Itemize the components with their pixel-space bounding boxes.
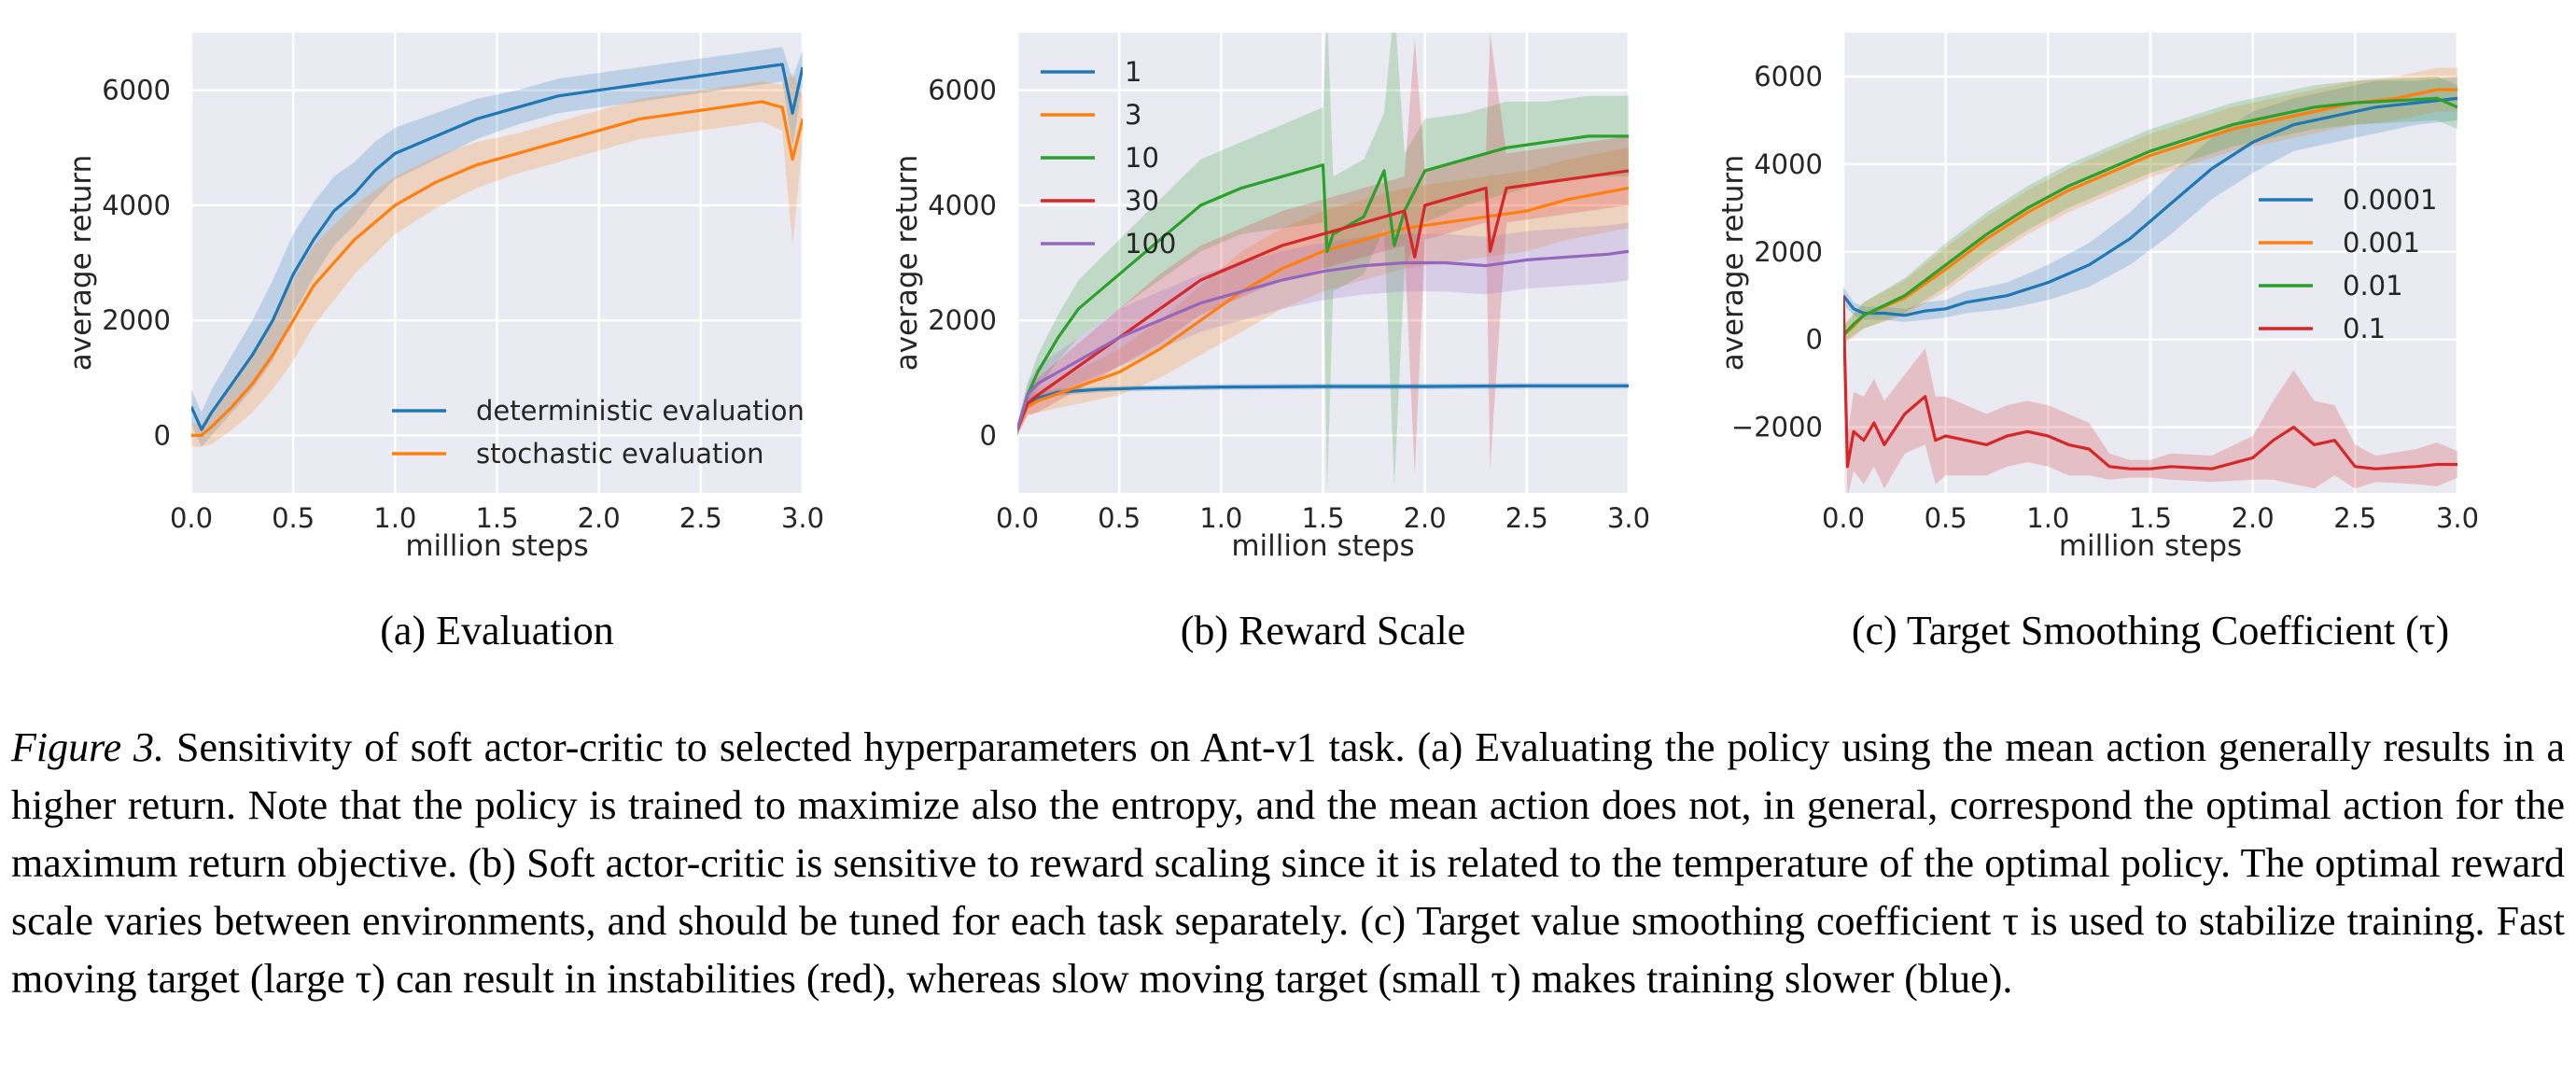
y-tick-label: 4000 — [102, 190, 171, 221]
series-line-0-1 — [1843, 295, 2457, 470]
y-tick-label: 0 — [980, 419, 997, 451]
series-line-100 — [1017, 249, 1629, 430]
legend: 0.0001 0.001 0.01 0.1 — [2259, 184, 2437, 344]
caption-text: Sensitivity of soft actor-critic to sele… — [11, 724, 2566, 1002]
figure-panels: 0.0 0.5 1.0 1.5 2.0 2.5 3.0 0 2000 4000 6000 millio… — [64, 33, 2479, 653]
legend-label: 0.001 — [2343, 227, 2420, 259]
legend: deterministic evaluation stochastic evalu… — [392, 395, 805, 470]
y-axis-label: average return — [1716, 155, 1750, 372]
legend-label: 10 — [1125, 142, 1159, 174]
legend-label: 3 — [1125, 99, 1141, 131]
legend-label: 1 — [1125, 56, 1141, 88]
y-tick-label: −2000 — [1731, 412, 1823, 443]
confidence-band-1 — [1017, 383, 1629, 436]
figure-label: Figure 3. — [11, 724, 165, 770]
figure-caption: Figure 3. Sensitivity of soft actor-crit… — [11, 719, 2565, 1008]
x-tick-label: 2.0 — [2232, 502, 2275, 534]
confidence-band-0-001 — [1843, 67, 2457, 344]
panel-c: 0.0 0.5 1.0 1.5 2.0 2.5 3.0 −2000 0 2000 4000 6000 m… — [1716, 33, 2479, 653]
legend-label: 100 — [1125, 228, 1176, 260]
x-tick-label: 2.0 — [1404, 502, 1447, 534]
series-layer — [191, 47, 803, 447]
confidence-band-0-01 — [1843, 77, 2457, 344]
series-line-10 — [1017, 134, 1629, 430]
y-tick-label: 2000 — [102, 304, 171, 336]
x-tick-label: 3.0 — [2436, 502, 2479, 534]
x-tick-label: 3.0 — [1607, 502, 1650, 534]
y-tick-label: 6000 — [928, 75, 997, 106]
y-tick-label: 6000 — [102, 75, 171, 106]
subfigure-caption: (a) Evaluation — [380, 608, 613, 653]
confidence-band-100 — [1017, 222, 1629, 436]
y-tick-label: 4000 — [928, 190, 997, 221]
x-tick-label: 2.5 — [679, 502, 722, 534]
legend-label: stochastic evaluation — [476, 438, 764, 470]
panel-b: 0.0 0.5 1.0 1.5 2.0 2.5 3.0 0 2000 4000 6000 millio… — [890, 33, 1650, 653]
y-tick-label: 4000 — [1754, 148, 1823, 180]
confidence-band-stochastic-evaluation — [191, 73, 803, 447]
x-tick-label: 2.5 — [1505, 502, 1548, 534]
confidence-band-30 — [1017, 33, 1629, 476]
subfigure-caption: (c) Target Smoothing Coefficient (τ) — [1852, 608, 2449, 653]
x-axis-label: million steps — [1231, 529, 1414, 563]
series-line-30 — [1017, 169, 1629, 430]
x-tick-label: 1.5 — [475, 502, 518, 534]
y-tick-label: 0 — [1806, 324, 1823, 356]
x-tick-label: 0.0 — [170, 502, 213, 534]
legend: 1 3 10 30 100 — [1041, 56, 1176, 260]
x-axis-label: million steps — [2059, 529, 2242, 563]
series-line-0-0001 — [1843, 96, 2457, 317]
x-tick-label: 0.0 — [1822, 502, 1865, 534]
y-tick-label: 6000 — [1754, 61, 1823, 92]
x-tick-label: 1.0 — [373, 502, 416, 534]
series-line-0-01 — [1843, 96, 2457, 337]
series-line-deterministic-evaluation — [191, 63, 803, 431]
series-line-1 — [1017, 384, 1629, 430]
x-tick-label: 2.0 — [578, 502, 621, 534]
legend-label: deterministic evaluation — [476, 395, 805, 427]
y-tick-label: 2000 — [928, 304, 997, 336]
confidence-band-deterministic-evaluation — [191, 47, 803, 447]
x-tick-label: 1.5 — [1301, 502, 1344, 534]
subfigure-caption: (b) Reward Scale — [1181, 608, 1465, 653]
x-tick-label: 3.0 — [781, 502, 824, 534]
panel-a: 0.0 0.5 1.0 1.5 2.0 2.5 3.0 0 2000 4000 6000 millio… — [64, 33, 824, 653]
legend-label: 0.01 — [2343, 270, 2403, 302]
y-axis-label: average return — [64, 155, 98, 372]
x-tick-label: 0.5 — [272, 502, 315, 534]
confidence-band-10 — [1017, 33, 1629, 493]
series-layer — [1017, 33, 1629, 493]
x-tick-label: 0.5 — [1098, 502, 1141, 534]
x-axis-label: million steps — [405, 529, 588, 563]
x-tick-label: 1.0 — [1199, 502, 1242, 534]
x-tick-label: 0.5 — [1925, 502, 1967, 534]
x-tick-label: 1.5 — [2129, 502, 2172, 534]
confidence-band-0-0001 — [1843, 77, 2457, 322]
x-tick-label: 0.0 — [996, 502, 1039, 534]
series-layer — [1843, 67, 2457, 493]
legend-label: 30 — [1125, 185, 1159, 217]
x-tick-label: 2.5 — [2333, 502, 2376, 534]
y-axis-label: average return — [890, 155, 924, 372]
y-tick-label: 0 — [154, 419, 171, 451]
series-line-stochastic-evaluation — [191, 100, 803, 437]
legend-label: 0.1 — [2343, 313, 2386, 344]
x-tick-label: 1.0 — [2026, 502, 2069, 534]
y-tick-label: 2000 — [1754, 236, 1823, 268]
legend-label: 0.0001 — [2343, 184, 2437, 216]
